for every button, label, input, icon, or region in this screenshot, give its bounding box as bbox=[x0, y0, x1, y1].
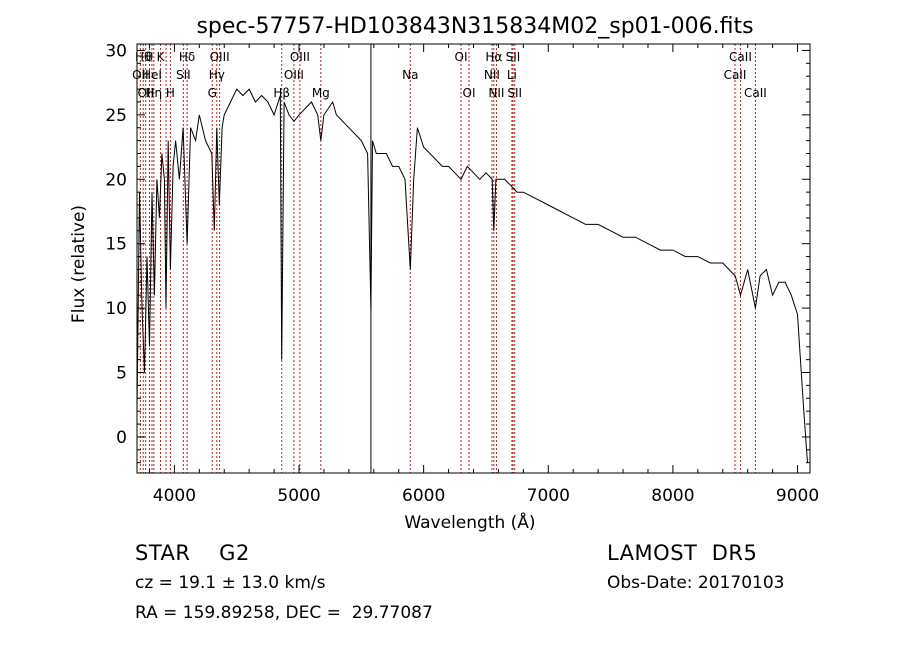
y-tick-label: 25 bbox=[105, 106, 127, 126]
spectral-line-label: Hα bbox=[485, 50, 502, 64]
spectral-line-label: Hγ bbox=[209, 68, 225, 82]
spectral-line-label: OIII bbox=[284, 68, 304, 82]
coordinates: RA = 159.89258, DEC = 29.77087 bbox=[135, 603, 433, 623]
y-tick-label: 20 bbox=[105, 170, 127, 190]
spectral-line-label: OI bbox=[463, 86, 476, 100]
spectral-line-label: G bbox=[208, 86, 217, 100]
spectral-line-label: CaII bbox=[724, 68, 747, 82]
spectral-line-label: Na bbox=[402, 68, 418, 82]
spectral-line-label: SII bbox=[506, 50, 521, 64]
spectral-line-label: Li bbox=[507, 68, 517, 82]
object-class: STAR G2 bbox=[135, 541, 250, 565]
x-axis-ticks: 4000 5000 6000 7000 8000 9000 bbox=[148, 44, 819, 506]
spectral-line-label: SII bbox=[176, 68, 191, 82]
x-axis-label: Wavelength (Å) bbox=[404, 511, 535, 533]
spectral-line-label: Hθ bbox=[135, 50, 151, 64]
spectral-line-label: HeI bbox=[142, 68, 162, 82]
y-tick-label: 5 bbox=[116, 364, 127, 384]
spectral-line-markers bbox=[139, 44, 756, 473]
x-tick-label: 9000 bbox=[776, 486, 819, 506]
spectral-line-label: Hβ bbox=[273, 86, 290, 100]
spectral-line-label: NII bbox=[484, 68, 500, 82]
y-tick-label: 30 bbox=[105, 41, 127, 61]
x-tick-label: 6000 bbox=[402, 486, 445, 506]
spectral-line-label: OIII bbox=[210, 50, 230, 64]
y-tick-label: 0 bbox=[116, 428, 127, 448]
y-axis-label: Flux (relative) bbox=[69, 205, 89, 323]
spectral-line-label: OII bbox=[132, 68, 149, 82]
y-tick-label: 15 bbox=[105, 235, 127, 255]
spectral-line-label: Hδ bbox=[179, 50, 195, 64]
observation-date: Obs-Date: 20170103 bbox=[607, 573, 785, 593]
spectral-line-label: Hη bbox=[146, 86, 163, 100]
spectral-line-label: OIII bbox=[290, 50, 310, 64]
spectral-line-label: Mg bbox=[312, 86, 330, 100]
spectral-line-label: H bbox=[166, 86, 175, 100]
spectral-line-labels: OIIHθOIIθHeIHηKHSIIHδGHγOIIIHβOIIIOIIIMg… bbox=[132, 50, 767, 100]
x-tick-label: 5000 bbox=[277, 486, 320, 506]
spectral-line-label: SII bbox=[507, 86, 522, 100]
chart-title: spec-57757-HD103843N315834M02_sp01-006.f… bbox=[196, 14, 753, 39]
x-tick-label: 8000 bbox=[651, 486, 694, 506]
spectral-line-label: OII bbox=[137, 86, 154, 100]
x-tick-label: 7000 bbox=[527, 486, 570, 506]
spectral-line-label: θ bbox=[146, 50, 153, 64]
plot-frame bbox=[136, 43, 811, 474]
spectral-line-label: OI bbox=[455, 50, 468, 64]
spectral-line-label: CaII bbox=[729, 50, 752, 64]
x-tick-label: 4000 bbox=[153, 486, 196, 506]
y-tick-label: 10 bbox=[105, 299, 127, 319]
y-axis-ticks: 0 5 10 15 20 25 30 bbox=[105, 41, 810, 464]
spectral-line-label: NII bbox=[488, 86, 504, 100]
spectral-line-label: CaII bbox=[744, 86, 767, 100]
redshift-velocity: cz = 19.1 ± 13.0 km/s bbox=[135, 573, 326, 593]
spectrum-series-line bbox=[136, 88, 808, 463]
survey-name: LAMOST DR5 bbox=[607, 541, 758, 565]
spectral-line-label: K bbox=[157, 50, 166, 64]
